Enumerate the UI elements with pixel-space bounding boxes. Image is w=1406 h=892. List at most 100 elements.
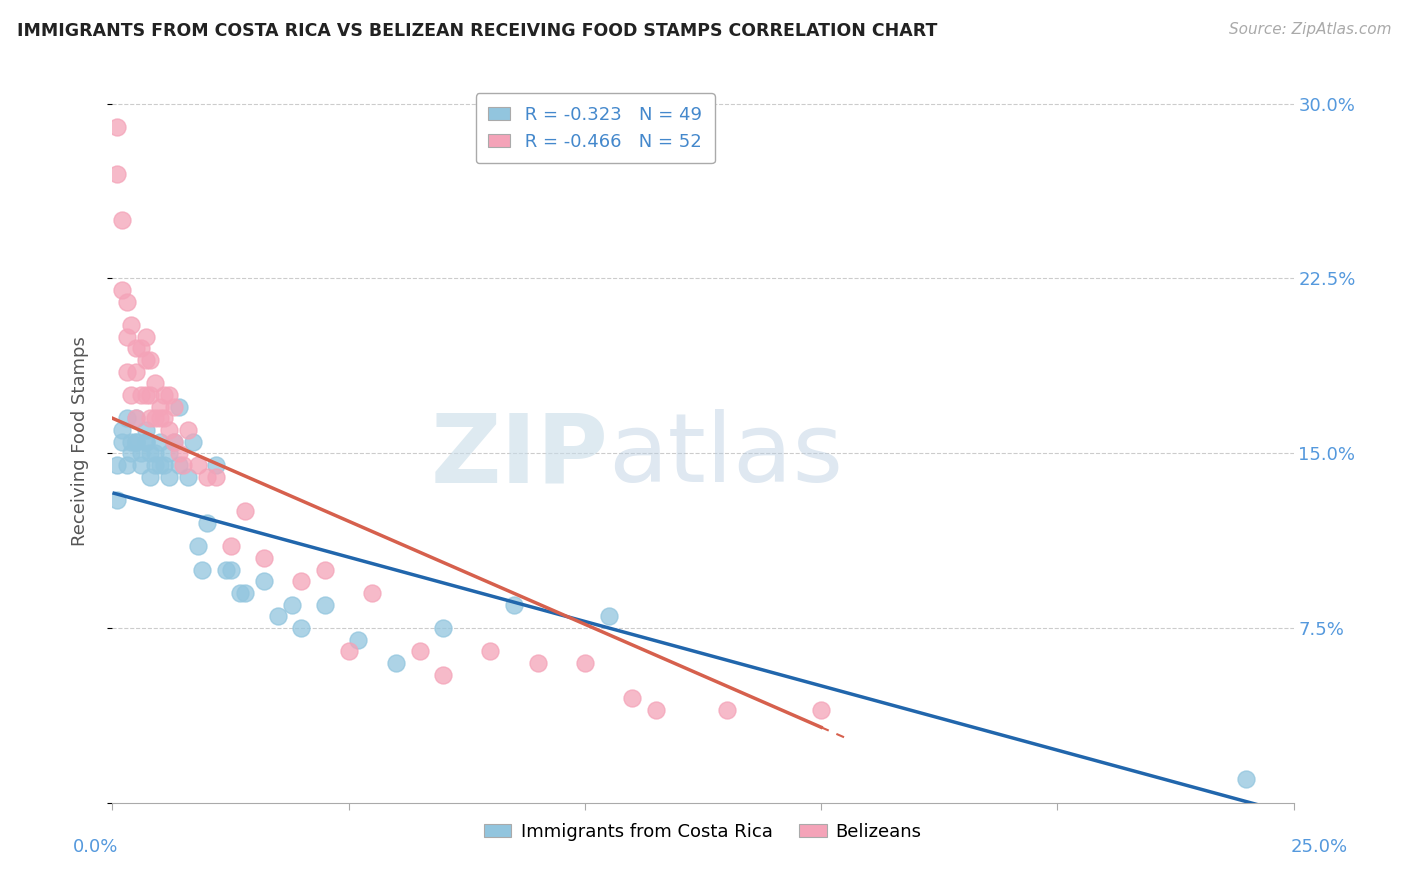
- Point: [219, 540, 242, 554]
- Text: ZIP: ZIP: [430, 409, 609, 502]
- Point: [172, 458, 194, 472]
- Point: [153, 411, 176, 425]
- Point: [149, 434, 172, 449]
- Point: [120, 446, 142, 460]
- Point: [111, 213, 134, 227]
- Point: [135, 388, 157, 402]
- Point: [125, 411, 148, 425]
- Point: [385, 656, 408, 670]
- Point: [167, 458, 190, 472]
- Point: [598, 609, 620, 624]
- Point: [157, 469, 180, 483]
- Point: [432, 667, 454, 681]
- Point: [157, 446, 180, 460]
- Point: [143, 458, 166, 472]
- Point: [167, 446, 190, 460]
- Point: [408, 644, 430, 658]
- Point: [253, 551, 276, 566]
- Point: [115, 294, 138, 309]
- Point: [111, 283, 134, 297]
- Point: [115, 329, 138, 343]
- Point: [153, 458, 176, 472]
- Point: [219, 563, 242, 577]
- Point: [111, 434, 134, 449]
- Point: [120, 318, 142, 332]
- Point: [139, 353, 162, 368]
- Point: [139, 411, 162, 425]
- Point: [115, 411, 138, 425]
- Point: [120, 388, 142, 402]
- Text: IMMIGRANTS FROM COSTA RICA VS BELIZEAN RECEIVING FOOD STAMPS CORRELATION CHART: IMMIGRANTS FROM COSTA RICA VS BELIZEAN R…: [17, 22, 938, 40]
- Point: [125, 365, 148, 379]
- Point: [205, 469, 228, 483]
- Point: [105, 167, 128, 181]
- Point: [125, 411, 148, 425]
- Point: [143, 446, 166, 460]
- Point: [129, 458, 152, 472]
- Text: 25.0%: 25.0%: [1291, 838, 1347, 855]
- Point: [143, 411, 166, 425]
- Point: [290, 574, 312, 589]
- Point: [125, 341, 148, 355]
- Point: [810, 702, 832, 716]
- Text: 0.0%: 0.0%: [73, 838, 118, 855]
- Point: [186, 540, 208, 554]
- Point: [644, 702, 666, 716]
- Text: atlas: atlas: [609, 409, 844, 502]
- Point: [479, 644, 502, 658]
- Point: [716, 702, 738, 716]
- Point: [139, 469, 162, 483]
- Point: [167, 400, 190, 414]
- Point: [120, 434, 142, 449]
- Point: [229, 586, 252, 600]
- Point: [135, 434, 157, 449]
- Point: [233, 504, 256, 518]
- Point: [115, 365, 138, 379]
- Point: [105, 120, 128, 134]
- Y-axis label: Receiving Food Stamps: Receiving Food Stamps: [70, 336, 89, 547]
- Point: [205, 458, 228, 472]
- Point: [139, 388, 162, 402]
- Point: [267, 609, 290, 624]
- Point: [574, 656, 596, 670]
- Point: [157, 388, 180, 402]
- Point: [191, 563, 214, 577]
- Point: [125, 434, 148, 449]
- Point: [163, 434, 186, 449]
- Legend: Immigrants from Costa Rica, Belizeans: Immigrants from Costa Rica, Belizeans: [477, 815, 929, 848]
- Point: [526, 656, 548, 670]
- Point: [186, 458, 208, 472]
- Point: [149, 400, 172, 414]
- Point: [163, 400, 186, 414]
- Point: [233, 586, 256, 600]
- Point: [139, 446, 162, 460]
- Point: [215, 563, 238, 577]
- Point: [195, 516, 218, 530]
- Point: [361, 586, 384, 600]
- Text: Source: ZipAtlas.com: Source: ZipAtlas.com: [1229, 22, 1392, 37]
- Point: [153, 388, 176, 402]
- Point: [163, 434, 186, 449]
- Point: [195, 469, 218, 483]
- Point: [337, 644, 360, 658]
- Point: [149, 458, 172, 472]
- Point: [314, 598, 336, 612]
- Point: [129, 341, 152, 355]
- Point: [111, 423, 134, 437]
- Point: [314, 563, 336, 577]
- Point: [143, 376, 166, 391]
- Point: [177, 423, 200, 437]
- Point: [135, 434, 157, 449]
- Point: [503, 598, 526, 612]
- Point: [149, 411, 172, 425]
- Point: [157, 423, 180, 437]
- Point: [105, 458, 128, 472]
- Point: [1234, 772, 1257, 787]
- Point: [290, 621, 312, 635]
- Point: [135, 329, 157, 343]
- Point: [181, 434, 204, 449]
- Point: [281, 598, 304, 612]
- Point: [135, 353, 157, 368]
- Point: [129, 446, 152, 460]
- Point: [621, 690, 644, 705]
